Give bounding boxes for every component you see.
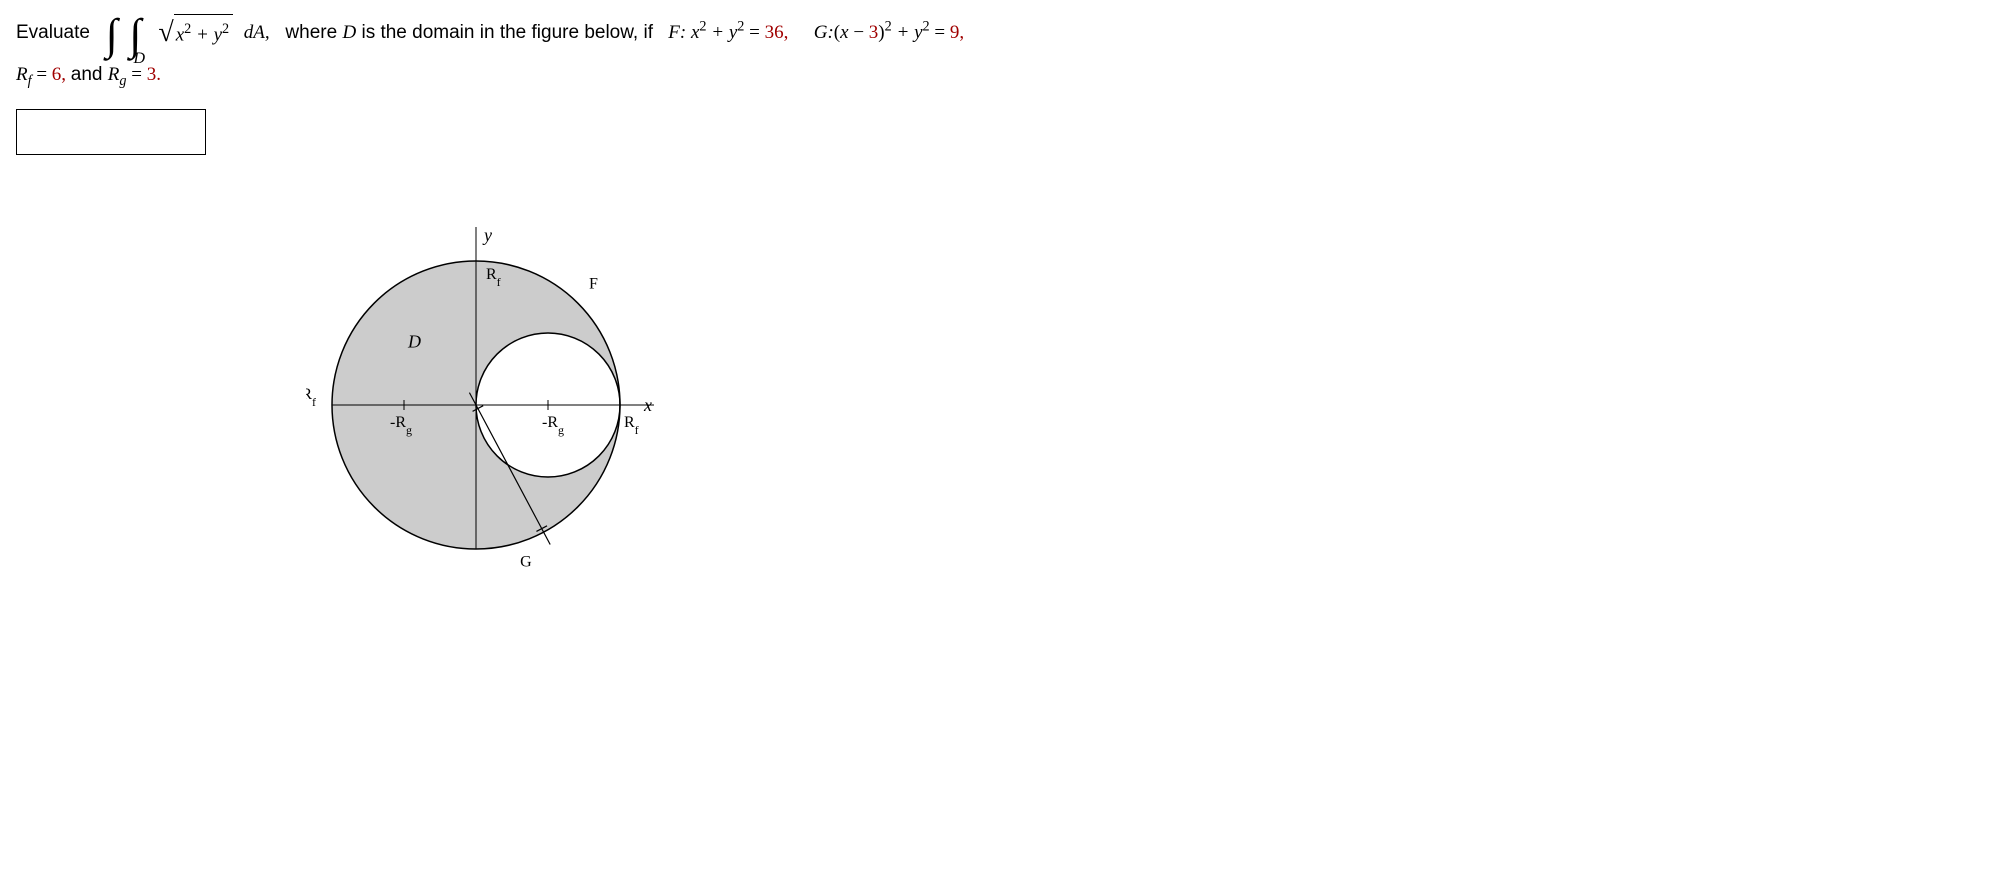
answer-input[interactable] — [16, 109, 206, 155]
svg-text:-Rf: -Rf — [306, 386, 316, 409]
double-integral-symbol: ∫D∫D — [106, 13, 153, 57]
svg-text:x: x — [643, 395, 652, 415]
svg-text:D: D — [407, 331, 421, 351]
D-var: D — [342, 22, 356, 43]
figure: yxRfRf-Rf-Rg-RgFGD — [306, 185, 1990, 651]
problem-statement: Evaluate ∫D∫D √ x2 + y2 dA, where D is t… — [16, 8, 1990, 95]
svg-text:Rf: Rf — [624, 414, 639, 437]
dA: dA, — [244, 22, 270, 43]
F-equation: F: x2 + y2 = 36, — [664, 22, 794, 43]
Rf-value: Rf = 6, — [16, 64, 71, 85]
svg-text:-Rg: -Rg — [542, 414, 564, 437]
Rg-value: Rg = 3. — [108, 64, 161, 85]
where-text1: where — [285, 22, 342, 43]
figure-svg: yxRfRf-Rf-Rg-RgFGD — [306, 185, 686, 645]
svg-text:y: y — [482, 225, 492, 245]
svg-text:F: F — [589, 276, 598, 293]
where-text2: is the domain in the figure below, if — [356, 22, 658, 43]
and-word: and — [71, 64, 108, 85]
evaluate-word: Evaluate — [16, 22, 90, 43]
svg-text:G: G — [520, 553, 532, 570]
sqrt-expression: √ x2 + y2 — [158, 8, 233, 58]
G-equation: G:(x − 3)2 + y2 = 9, — [809, 22, 964, 43]
